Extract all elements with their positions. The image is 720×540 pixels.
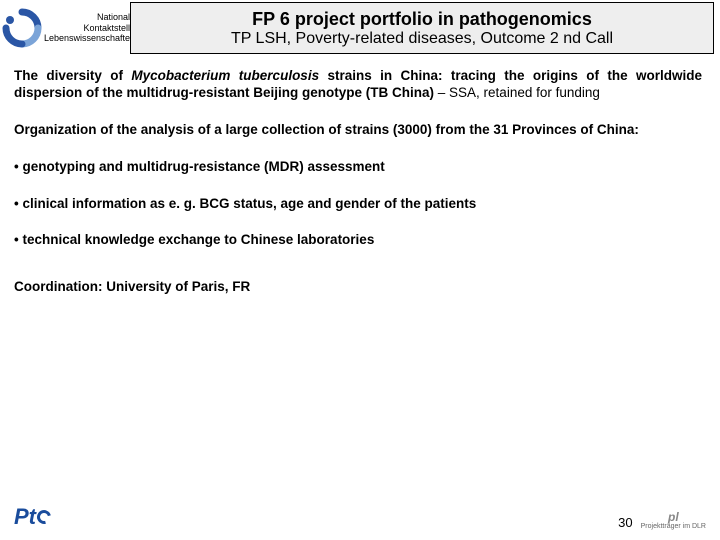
dlr-mini-logo: pl Projektträger im DLR xyxy=(641,511,706,530)
paragraph-1: The diversity of Mycobacterium tuberculo… xyxy=(14,68,702,102)
pt-circle-icon xyxy=(34,507,53,526)
title-box: FP 6 project portfolio in pathogenomics … xyxy=(130,2,714,54)
title-main: FP 6 project portfolio in pathogenomics xyxy=(252,9,592,30)
footer: Pt 30 pl Projektträger im DLR xyxy=(0,500,720,530)
content: The diversity of Mycobacterium tuberculo… xyxy=(0,56,720,296)
logo-line2: Kontaktstelle xyxy=(44,23,135,34)
paragraph-2: Organization of the analysis of a large … xyxy=(14,122,702,139)
dlr-text: Projektträger im DLR xyxy=(641,523,706,530)
pt-logo: Pt xyxy=(14,504,51,530)
bullet-2: • clinical information as e. g. BCG stat… xyxy=(14,196,702,213)
title-sub: TP LSH, Poverty-related diseases, Outcom… xyxy=(231,30,613,48)
logo-text: Nationale Kontaktstelle Lebenswissenscha… xyxy=(44,12,135,44)
p1-part-d: – SSA, retained for funding xyxy=(438,85,600,100)
logo-line1: Nationale xyxy=(44,12,135,23)
p1-part-b: Mycobacterium tuberculosis xyxy=(131,68,319,83)
coordination: Coordination: University of Paris, FR xyxy=(14,279,702,296)
bullet-3: • technical knowledge exchange to Chines… xyxy=(14,232,702,249)
bullet-1: • genotyping and multidrug-resistance (M… xyxy=(14,159,702,176)
pl-text: pl xyxy=(641,511,706,523)
header: Nationale Kontaktstelle Lebenswissenscha… xyxy=(0,0,720,56)
logo-block: Nationale Kontaktstelle Lebenswissenscha… xyxy=(0,0,130,56)
pt-text: Pt xyxy=(14,504,36,530)
page-number: 30 xyxy=(618,515,632,530)
logo-line3: Lebenswissenschaften xyxy=(44,33,135,44)
footer-right: 30 pl Projektträger im DLR xyxy=(618,511,706,530)
p1-part-a: The diversity of xyxy=(14,68,131,83)
fp6-swirl-icon xyxy=(2,8,42,48)
